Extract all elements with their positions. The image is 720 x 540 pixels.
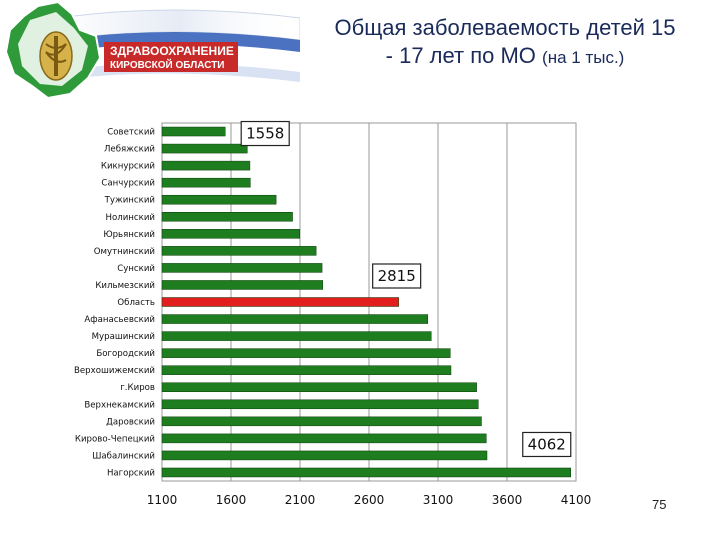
callout-value: 2815 xyxy=(378,267,416,285)
logo-line2: КИРОВСКОЙ ОБЛАСТИ xyxy=(110,58,225,71)
bar xyxy=(161,348,451,358)
category-label: г.Киров xyxy=(120,383,155,393)
bar xyxy=(161,399,479,410)
bar xyxy=(161,331,432,341)
page-number: 75 xyxy=(652,497,667,512)
bar xyxy=(161,143,248,154)
callout-box xyxy=(372,263,422,289)
bar xyxy=(161,382,477,392)
emblem-icon xyxy=(39,31,73,81)
category-label: Мурашинский xyxy=(92,332,155,342)
category-label: Афанасьевский xyxy=(84,315,155,325)
bar xyxy=(161,416,482,427)
x-tick-label: 3100 xyxy=(423,493,454,507)
slide-title: Общая заболеваемость детей 15 - 17 лет п… xyxy=(295,14,715,72)
category-label: Омутнинский xyxy=(94,247,155,257)
callout-value: 1558 xyxy=(246,125,284,143)
logo: ЗДРАВООХРАНЕНИЕ КИРОВСКОЙ ОБЛАСТИ xyxy=(4,0,300,100)
x-axis-ticks: 1100 1600 2100 2600 3100 3600 4100 xyxy=(147,493,592,507)
category-label: Кирово-Чепецкий xyxy=(75,434,155,444)
category-label: Шабалинский xyxy=(92,451,155,461)
callout-box xyxy=(522,431,572,458)
bar xyxy=(161,365,452,375)
category-label: Кикнурский xyxy=(101,162,155,172)
bar xyxy=(161,467,572,478)
logo-line1: ЗДРАВООХРАНЕНИЕ xyxy=(110,44,234,58)
x-tick-label: 2100 xyxy=(285,493,316,507)
bar xyxy=(161,160,251,171)
value-callouts: 1558 2815 4062 xyxy=(240,120,572,458)
callout-box xyxy=(240,120,290,147)
category-labels: Советский Лебяжский Кикнурский Санчурский Ту… xyxy=(74,128,155,479)
category-label: Юрьянский xyxy=(103,230,155,240)
bar xyxy=(161,194,277,205)
bar xyxy=(161,297,399,307)
category-label: Санчурский xyxy=(101,179,155,189)
category-label: Кильмезский xyxy=(95,281,155,291)
category-label: Лебяжский xyxy=(104,145,155,155)
title-line2: - 17 лет по МО xyxy=(385,43,536,68)
bar xyxy=(161,314,429,324)
title-line1: Общая заболеваемость детей 15 xyxy=(334,15,676,40)
bar xyxy=(161,280,324,290)
x-tick-label: 3600 xyxy=(492,493,523,507)
category-label: Нолинский xyxy=(105,213,155,223)
category-label: Даровский xyxy=(106,417,155,427)
bar xyxy=(161,263,323,273)
category-label: Советский xyxy=(107,128,155,138)
callout-value: 4062 xyxy=(528,435,566,453)
bar xyxy=(161,126,226,137)
bar xyxy=(161,450,488,461)
bar xyxy=(161,433,487,444)
title-unit: (на 1 тыс.) xyxy=(542,48,625,67)
category-label: Область xyxy=(117,298,155,308)
category-label: Сунский xyxy=(117,264,155,274)
bar xyxy=(161,246,317,256)
category-label: Верхошижемский xyxy=(74,366,155,376)
logo-ribbon-red xyxy=(104,42,238,72)
x-tick-label: 2600 xyxy=(354,493,385,507)
x-tick-label: 1600 xyxy=(216,493,247,507)
category-label: Тужинский xyxy=(104,196,155,206)
x-tick-label: 4100 xyxy=(561,493,592,507)
bar xyxy=(161,177,251,188)
category-label: Богородский xyxy=(96,349,155,359)
bar xyxy=(161,229,300,239)
category-label: Нагорский xyxy=(107,468,155,478)
chart-bars xyxy=(161,126,572,478)
x-tick-label: 1100 xyxy=(147,493,178,507)
category-label: Верхнекамский xyxy=(84,400,155,410)
bar xyxy=(161,212,293,222)
